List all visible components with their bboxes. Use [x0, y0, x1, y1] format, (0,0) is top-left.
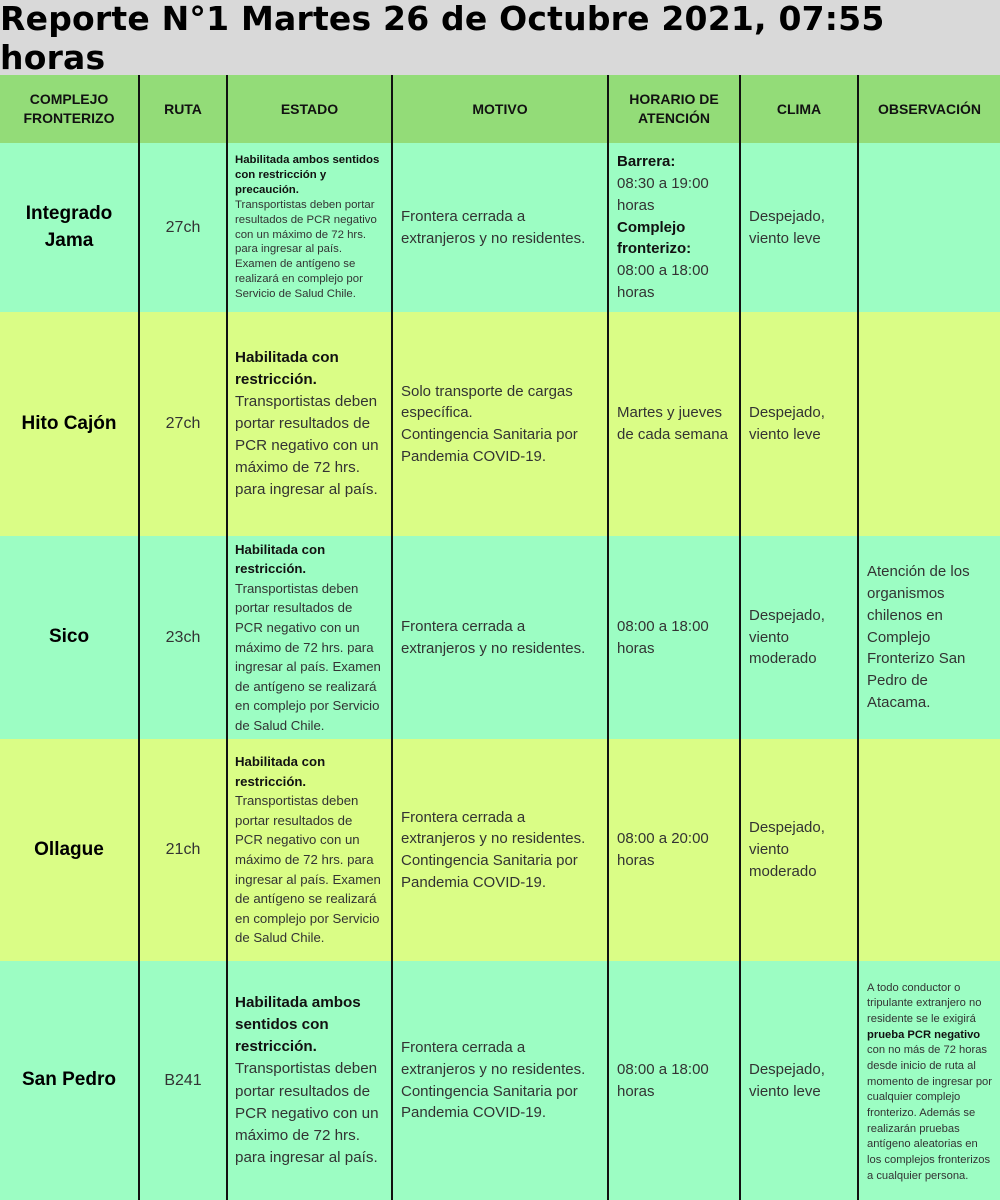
horario-text: 08:00 a 18:00 horas	[617, 1060, 709, 1100]
complejo-name: Sico	[0, 536, 140, 739]
ruta-value: 21ch	[140, 739, 228, 961]
motivo-text: Solo transporte de cargas específica.	[401, 382, 573, 422]
estado-detail: Transportistas deben portar resultados d…	[235, 580, 381, 733]
observacion-cell: A todo conductor o tripulante extranjero…	[859, 961, 1000, 1200]
horario-cell: 08:00 a 18:00 horas	[609, 536, 741, 739]
observacion-text-end: con no más de 72 horas desde inicio de r…	[867, 1044, 992, 1182]
motivo-cell: Frontera cerrada a extranjeros y no resi…	[393, 739, 609, 961]
estado-headline: Habilitada ambos sentidos con restricció…	[235, 154, 380, 197]
horario-cell: Martes y jueves de cada semana	[609, 312, 741, 536]
horario-text: 08:00 a 20:00 horas	[617, 830, 709, 869]
horario-cell: 08:00 a 20:00 horas	[609, 739, 741, 961]
estado-cell: Habilitada ambos sentidos con restricció…	[228, 961, 393, 1200]
horario-text: 08:00 a 18:00 horas	[617, 262, 709, 301]
estado-headline: Habilitada con restricción.	[235, 348, 339, 388]
estado-detail: Transportistas deben portar resultados d…	[235, 392, 379, 499]
estado-detail: Transportistas deben portar resultados d…	[235, 198, 377, 300]
estado-cell: Habilitada ambos sentidos con restricció…	[228, 143, 393, 312]
ruta-value: 27ch	[140, 143, 228, 312]
clima-text: Despejado, viento leve	[749, 1060, 825, 1100]
header-observacion: OBSERVACIÓN	[859, 75, 1000, 143]
observacion-text: A todo conductor o tripulante extranjero…	[867, 981, 992, 1185]
report-title-bar: Reporte N°1 Martes 26 de Octubre 2021, 0…	[0, 0, 1000, 77]
ruta-value: 23ch	[140, 536, 228, 739]
header-clima: CLIMA	[741, 75, 859, 143]
clima-cell: Despejado, viento leve	[741, 143, 859, 312]
observacion-cell	[859, 312, 1000, 536]
observacion-cell	[859, 143, 1000, 312]
complejo-name: San Pedro	[0, 961, 140, 1200]
clima-text: Despejado, viento leve	[749, 207, 825, 247]
clima-text: Despejado, viento moderado	[749, 819, 825, 880]
ruta-value: 27ch	[140, 312, 228, 536]
horario-label: Barrera:	[617, 153, 676, 171]
motivo-text: Frontera cerrada a extranjeros y no resi…	[401, 207, 586, 247]
horario-text: 08:00 a 18:00 horas	[617, 617, 709, 657]
estado-cell: Habilitada con restricción. Transportist…	[228, 536, 393, 739]
observacion-text-start: A todo conductor o tripulante extranjero…	[867, 981, 982, 1025]
clima-cell: Despejado, viento moderado	[741, 739, 859, 961]
header-estado: ESTADO	[228, 75, 393, 143]
motivo-text: Contingencia Sanitaria por Pandemia COVI…	[401, 852, 578, 891]
horario-cell: Barrera: 08:30 a 19:00 horas Complejo fr…	[609, 143, 741, 312]
header-ruta: RUTA	[140, 75, 228, 143]
estado-headline: Habilitada con restricción.	[235, 754, 326, 789]
estado-cell: Habilitada con restricción. Transportist…	[228, 739, 393, 961]
complejo-name: Hito Cajón	[0, 312, 140, 536]
header-complejo: COMPLEJO FRONTERIZO	[0, 75, 140, 143]
ruta-value: B241	[140, 961, 228, 1200]
estado-headline: Habilitada ambos sentidos con restricció…	[235, 994, 361, 1056]
horario-text: 08:30 a 19:00 horas	[617, 175, 709, 214]
horario-cell: 08:00 a 18:00 horas	[609, 961, 741, 1200]
clima-cell: Despejado, viento leve	[741, 312, 859, 536]
report-title: Reporte N°1 Martes 26 de Octubre 2021, 0…	[0, 0, 885, 77]
motivo-text: Frontera cerrada a extranjeros y no resi…	[401, 808, 586, 848]
estado-headline: Habilitada con restricción.	[235, 541, 326, 577]
motivo-text: Frontera cerrada a extranjeros y no resi…	[401, 1039, 586, 1078]
estado-detail: Transportistas deben portar resultados d…	[235, 1060, 379, 1166]
header-horario: HORARIO DE ATENCIÓN	[609, 75, 741, 143]
observacion-cell: Atención de los organismos chilenos en C…	[859, 536, 1000, 739]
motivo-cell: Frontera cerrada a extranjeros y no resi…	[393, 143, 609, 312]
header-motivo: MOTIVO	[393, 75, 609, 143]
horario-label: Complejo fronterizo:	[617, 218, 692, 258]
complejo-name: Ollague	[0, 739, 140, 961]
motivo-cell: Frontera cerrada a extranjeros y no resi…	[393, 536, 609, 739]
observacion-text: Atención de los organismos chilenos en C…	[867, 563, 970, 711]
horario-text: Martes y jueves de cada semana	[617, 404, 728, 443]
complejo-name: Integrado Jama	[0, 143, 140, 312]
motivo-text: Contingencia Sanitaria por Pandemia COVI…	[401, 1082, 578, 1122]
motivo-text: Contingencia Sanitaria por Pandemia COVI…	[401, 426, 578, 465]
estado-cell: Habilitada con restricción. Transportist…	[228, 312, 393, 536]
clima-text: Despejado, viento leve	[749, 404, 825, 443]
clima-cell: Despejado, viento leve	[741, 961, 859, 1200]
motivo-cell: Frontera cerrada a extranjeros y no resi…	[393, 961, 609, 1200]
motivo-cell: Solo transporte de cargas específica. Co…	[393, 312, 609, 536]
observacion-cell	[859, 739, 1000, 961]
clima-text: Despejado, viento moderado	[749, 606, 825, 668]
estado-detail: Transportistas deben portar resultados d…	[235, 793, 381, 946]
clima-cell: Despejado, viento moderado	[741, 536, 859, 739]
border-status-table: COMPLEJO FRONTERIZO RUTA ESTADO MOTIVO H…	[0, 75, 1000, 1200]
observacion-emphasis: prueba PCR negativo	[867, 1028, 981, 1041]
motivo-text: Frontera cerrada a extranjeros y no resi…	[401, 617, 586, 657]
